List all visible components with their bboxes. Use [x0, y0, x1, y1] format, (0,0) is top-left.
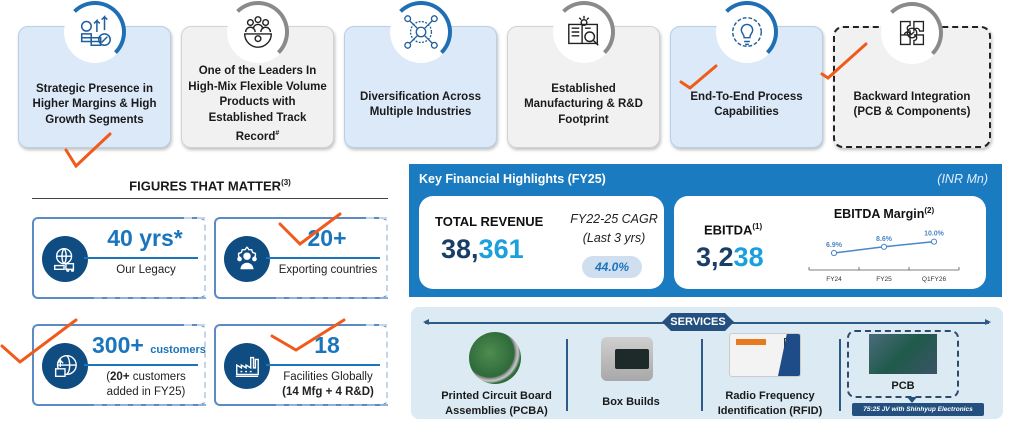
total-revenue-label: TOTAL REVENUE: [435, 214, 544, 229]
figure-caption: Exporting countries: [278, 264, 378, 276]
ebitda-margin-chart: 6.9% FY24 8.6% FY25 10.0% Q1FY26: [808, 231, 960, 283]
total-revenue-value: 38,361: [441, 234, 524, 264]
x-tick-label: FY24: [826, 276, 842, 283]
figure-value: 20+: [307, 225, 347, 251]
margin-data-point: [930, 238, 938, 245]
unit-label: (INR Mn): [937, 172, 988, 186]
pcb-image: [869, 334, 937, 374]
service-pcba: Printed Circuit Board Assemblies (PCBA): [441, 390, 552, 417]
top-card-backward-integration: Backward Integration (PCB & Components): [833, 2, 991, 148]
figure-underline: [266, 257, 380, 259]
margin-data-label: 10.0%: [924, 231, 945, 238]
network-icon: [389, 1, 452, 63]
margin-data-point: [830, 249, 838, 257]
top-card-label: One of the Leaders In High-Mix Flexible …: [188, 65, 327, 144]
top-card-label: Strategic Presence in Higher Margins & H…: [32, 82, 157, 126]
top-card-label: Backward Integration (PCB & Components): [853, 90, 971, 119]
figures-divider: [32, 198, 388, 199]
figure-value: 40 yrs*: [107, 225, 183, 251]
money-growth-icon: [63, 1, 126, 63]
brain-gear-icon: [715, 1, 778, 63]
service-box-builds: Box Builds: [602, 396, 660, 408]
figure-underline: [84, 364, 198, 366]
figure-card-legacy: 40 yrs* Our Legacy: [32, 217, 206, 299]
box-build-image: [601, 337, 653, 381]
figure-underline: [84, 257, 198, 259]
people-gear-icon: [224, 236, 270, 282]
services-panel: SERVICES Printed Circuit Board Assemblies…: [411, 307, 1003, 419]
cagr-value-pill: 44.0%: [582, 256, 642, 278]
top-card-label: Established Manufacturing & R&D Footprin…: [524, 82, 643, 126]
figure-value: 300+ customers: [92, 332, 206, 358]
top-card-label: End-To-End Process Capabilities: [690, 90, 803, 119]
ebitda-label: EBITDA(1): [704, 222, 763, 238]
top-card-label: Diversification Across Multiple Industri…: [359, 90, 481, 119]
service-pcb: PCB: [891, 380, 915, 392]
key-financial-highlights-panel: Key Financial Highlights (FY25) (INR Mn)…: [409, 164, 1002, 297]
figure-caption: Our Legacy: [116, 264, 176, 276]
margin-data-point: [880, 243, 888, 250]
pcba-image: [469, 332, 521, 384]
globe-box-icon: [42, 343, 88, 389]
jv-note: 75:25 JV with Shinhyup Electronics: [852, 403, 984, 416]
puzzle-gear-icon: [881, 2, 943, 64]
figure-caption: Facilities Globally (14 Mfg + 4 R&D): [282, 371, 374, 398]
x-tick-label: Q1FY26: [922, 276, 947, 283]
top-card-strategic-presence: Strategic Presence in Higher Margins & H…: [18, 1, 171, 148]
globe-logistics-icon: [42, 236, 88, 282]
top-card-manufacturing: Established Manufacturing & R&D Footprin…: [507, 1, 660, 148]
service-divider: [566, 339, 568, 411]
panel-title: Key Financial Highlights (FY25): [419, 172, 606, 186]
ebitda-card: EBITDA(1) 3,238 EBITDA Margin(2) 6.9% FY2…: [674, 196, 986, 289]
top-card-leaders: One of the Leaders In High-Mix Flexible …: [181, 1, 334, 148]
figure-underline: [266, 364, 380, 366]
factory-icon: [224, 343, 270, 389]
figures-title: FIGURES THAT MATTER(3): [129, 178, 291, 194]
service-divider: [701, 339, 703, 411]
margin-data-label: 8.6%: [876, 236, 893, 243]
margin-data-label: 6.9%: [826, 242, 843, 249]
cagr-label: FY22-25 CAGR (Last 3 yrs): [570, 212, 658, 245]
service-rfid: Radio Frequency Identification (RFID): [717, 390, 823, 417]
figure-value: 18: [314, 332, 340, 358]
ebitda-value: 3,238: [696, 242, 764, 272]
figure-card-facilities: 18 Facilities Globally (14 Mfg + 4 R&D): [214, 324, 388, 406]
services-tag: SERVICES: [662, 313, 734, 331]
total-revenue-card: TOTAL REVENUE 38,361 FY22-25 CAGR (Last 3…: [419, 196, 664, 289]
rfid-card-image: [729, 333, 801, 377]
pcb-dashed-frame: [847, 330, 959, 398]
service-divider: [839, 339, 841, 411]
team-gear-icon: [226, 1, 289, 63]
figure-card-customers: 300+ customers (20+ customers added in FY…: [32, 324, 206, 406]
figure-card-exporting: 20+ Exporting countries: [214, 217, 388, 299]
figure-caption: (20+ customers added in FY25): [106, 371, 186, 398]
x-tick-label: FY25: [876, 276, 892, 283]
ebitda-margin-title: EBITDA Margin(2): [833, 206, 935, 222]
top-card-diversification: Diversification Across Multiple Industri…: [344, 1, 497, 148]
book-research-icon: [552, 1, 615, 63]
top-card-end-to-end: End-To-End Process Capabilities: [670, 1, 823, 148]
